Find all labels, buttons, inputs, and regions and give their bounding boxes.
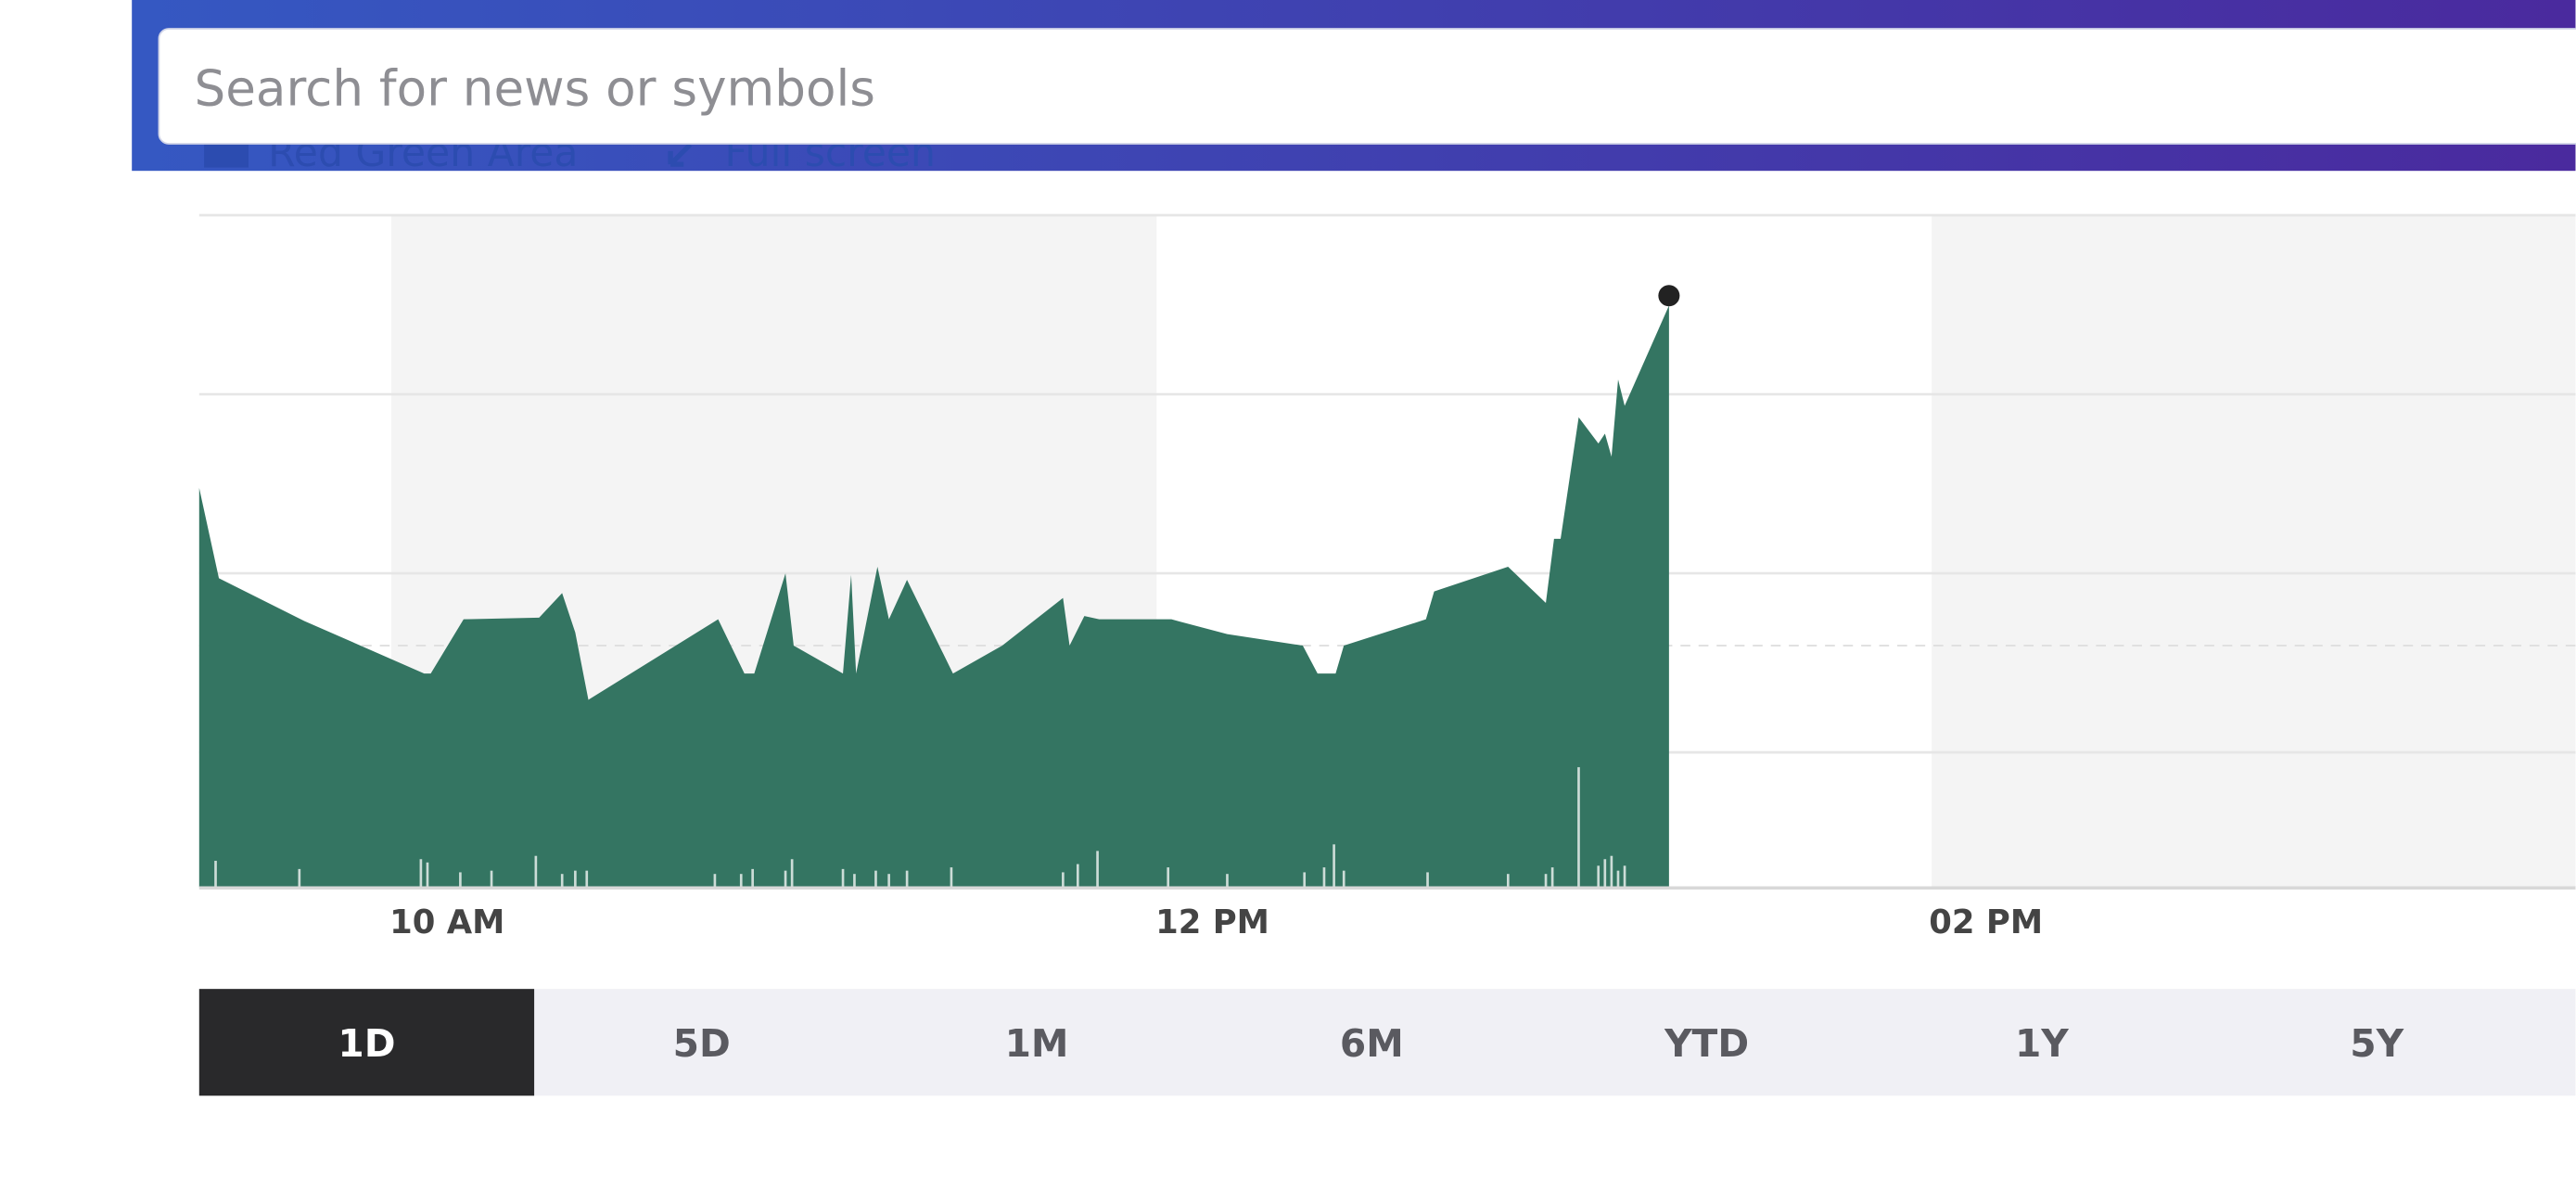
time-label: 12 PM (1155, 903, 1269, 941)
range-button[interactable]: YTD (1664, 1021, 1749, 1066)
range-selector: 1D 5D 1M 6M YTD 1Y 5Y (198, 989, 2404, 1096)
range-button[interactable]: 1M (1005, 1021, 1069, 1066)
search-input[interactable] (158, 28, 2576, 145)
range-bar (198, 989, 2576, 1096)
fullscreen-icon (668, 142, 693, 167)
range-button[interactable]: 1D (338, 1021, 395, 1066)
range-selected (198, 989, 535, 1096)
range-button[interactable]: 5Y (2350, 1021, 2404, 1066)
range-button[interactable]: 5D (673, 1021, 731, 1066)
time-label: 02 PM (1929, 903, 2043, 941)
time-axis: 10 AM 12 PM 02 PM (389, 903, 2043, 941)
volume-bars (214, 767, 1626, 888)
search-placeholder: Search for news or symbols (194, 59, 874, 117)
range-button[interactable]: 6M (1340, 1021, 1404, 1066)
time-label: 10 AM (389, 903, 504, 941)
price-area (198, 305, 1669, 888)
range-button[interactable]: 1Y (2015, 1021, 2069, 1066)
last-price-dot (1658, 285, 1680, 307)
session-band (1932, 215, 2576, 888)
